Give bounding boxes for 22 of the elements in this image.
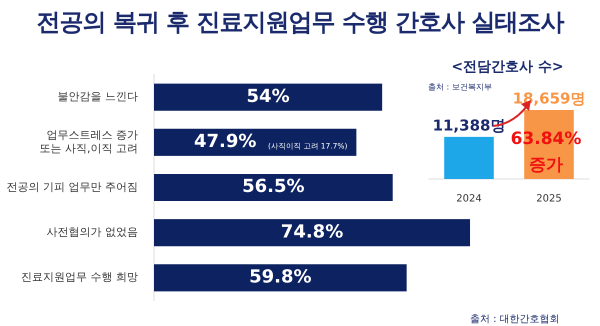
bar	[154, 84, 382, 111]
data-label: 47.9%	[194, 131, 256, 152]
x-tick-label: 2024	[456, 194, 482, 205]
y-tick-label: 전공의 기피 업무만 주어짐	[6, 180, 138, 194]
annotation: 출처 : 보건복지부	[428, 82, 492, 93]
bar	[154, 174, 393, 202]
bar	[154, 264, 407, 292]
y-tick-label: 불안감을 느낀다	[58, 90, 138, 104]
data-label: 11,388명	[432, 116, 506, 134]
y-tick-label: 업무스트레스 증가 또는 사직,이직 고려	[40, 128, 138, 155]
data-label: 18,659명	[512, 89, 586, 108]
y-tick-label: 사전협의가 없었음	[46, 226, 138, 239]
data-label: 74.8%	[280, 221, 344, 242]
data-label: 54%	[246, 86, 290, 107]
bar	[154, 219, 470, 246]
y-tick-label: 진료지원업무 수행 희망	[21, 270, 138, 284]
data-label: 59.8%	[249, 266, 312, 288]
x-tick-label: 2025	[536, 194, 562, 205]
data-label: 56.5%	[242, 176, 305, 198]
source-note: 출처 : 대한간호협회	[470, 313, 560, 326]
chart-title: 전공의 복귀 후 진료지원업무 수행 간호사 실태조사	[35, 7, 566, 38]
chart-title: <전담간호사 수>	[450, 58, 565, 76]
